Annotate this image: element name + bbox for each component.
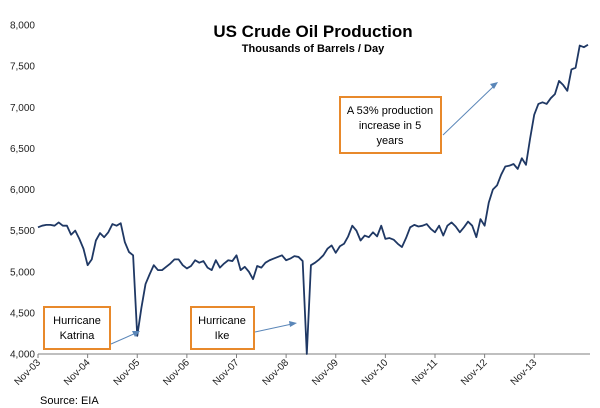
y-tick-label: 5,500 [10, 226, 35, 237]
annotation-text-katrina-2: Katrina [60, 330, 96, 342]
y-tick-label: 4,000 [10, 350, 35, 361]
arrow-increase [442, 85, 495, 136]
x-tick-label: Nov-06 [161, 357, 192, 388]
x-tick-label: Nov-12 [459, 357, 490, 388]
annotation-text-katrina-1: Hurricane [53, 315, 101, 327]
source-note: Source: EIA [40, 395, 99, 407]
annotation-ike: Hurricane Ike [190, 306, 297, 350]
x-tick-label: Nov-10 [360, 357, 391, 388]
x-tick-label: Nov-07 [211, 357, 242, 388]
annotation-text-ike-1: Hurricane [198, 315, 246, 327]
series-line [37, 43, 589, 355]
y-tick-label: 7,500 [10, 62, 35, 73]
chart-subtitle: Thousands of Barrels / Day [242, 43, 385, 55]
x-tick-label: Nov-09 [310, 357, 341, 388]
annotation-text-ike-2: Ike [215, 330, 230, 342]
y-tick-label: 5,000 [10, 267, 35, 278]
y-tick-label: 6,000 [10, 185, 35, 196]
x-tick-label: Nov-05 [112, 357, 143, 388]
arrowhead-increase [490, 82, 498, 89]
x-tick-label: Nov-11 [410, 357, 440, 387]
x-tick-label: Nov-13 [509, 357, 540, 388]
arrowhead-ike [289, 321, 297, 327]
annotation-katrina: Hurricane Katrina [43, 306, 140, 350]
annotation-box-katrina [43, 306, 111, 350]
x-tick-label: Nov-04 [62, 357, 93, 388]
annotation-text-increase-2: increase in 5 [359, 120, 421, 132]
y-axis: 4,000 4,500 5,000 5,500 6,000 6,500 7,000 7,500… [10, 21, 35, 361]
annotation-increase: A 53% production increase in 5 years [339, 82, 498, 154]
y-tick-label: 7,000 [10, 103, 35, 114]
annotation-box-increase [339, 96, 442, 154]
annotation-text-increase-3: years [377, 135, 404, 147]
annotation-box-ike [190, 306, 255, 350]
arrow-katrina [110, 332, 137, 345]
chart-title: US Crude Oil Production [213, 22, 412, 41]
arrowhead-katrina [132, 331, 140, 337]
x-tick-label: Nov-08 [261, 357, 292, 388]
y-tick-label: 4,500 [10, 308, 35, 319]
annotation-text-increase-1: A 53% production [347, 105, 433, 117]
y-tick-label: 6,500 [10, 144, 35, 155]
x-tick-label: Nov-03 [13, 357, 44, 388]
x-axis: Nov-03 Nov-04 Nov-05 Nov-06 Nov-07 Nov-08 Nov-… [13, 354, 540, 388]
y-tick-label: 8,000 [10, 21, 35, 32]
arrow-ike [254, 323, 293, 333]
